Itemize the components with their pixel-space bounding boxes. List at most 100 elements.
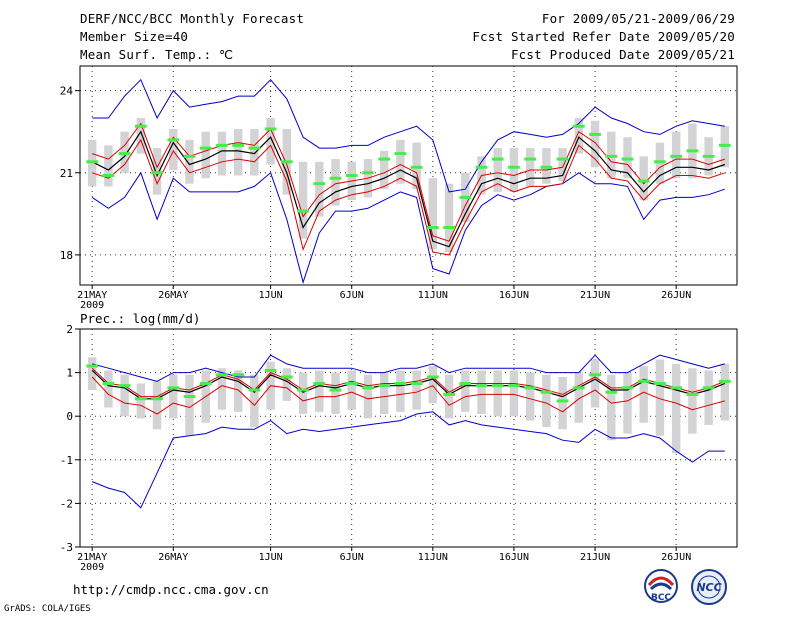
t-marker-25 <box>475 165 488 169</box>
t-xtick-label-1JUN: 1JUN <box>259 290 283 301</box>
t-marker-27 <box>508 165 520 169</box>
t-marker-3 <box>118 152 131 156</box>
p-marker-20 <box>394 382 407 385</box>
p-range-box-16 <box>331 372 340 415</box>
p-range-box-11 <box>250 374 259 428</box>
p-marker-25 <box>475 384 488 388</box>
p-range-box-14 <box>298 372 308 415</box>
p-marker-35 <box>637 379 650 383</box>
p-range-box-25 <box>477 370 486 415</box>
t-marker-8 <box>199 146 212 150</box>
p-range-box-36 <box>655 359 665 436</box>
t-max-line <box>92 78 725 193</box>
p-xtick-label-11JUN: 11JUN <box>418 552 448 563</box>
p-marker-32 <box>589 373 601 377</box>
p-range-box-21 <box>412 370 421 410</box>
p-marker-4 <box>134 397 147 401</box>
t-marker-15 <box>313 182 326 186</box>
t-marker-14 <box>297 209 309 213</box>
p-range-box-33 <box>607 374 616 441</box>
source-url[interactable]: http://cmdp.ncc.cma.gov.cn <box>73 582 269 597</box>
t-marker-6 <box>167 138 180 142</box>
p-marker-27 <box>508 384 520 388</box>
precip-label: Prec.: log(mm/d) <box>80 311 200 326</box>
p-xtick-label-21JUN: 21JUN <box>580 552 610 563</box>
p-range-box-31 <box>574 372 584 423</box>
t-range-box-7 <box>185 139 194 184</box>
p-range-box-29 <box>542 374 551 428</box>
p-mean-line <box>91 369 726 400</box>
svg-text:BCC: BCC <box>651 593 671 603</box>
p-marker-28 <box>524 386 537 390</box>
t-marker-30 <box>556 157 569 161</box>
p-range-box-20 <box>396 370 405 412</box>
t-marker-17 <box>345 174 358 177</box>
p-xtick-label-1JUN: 1JUN <box>259 552 283 563</box>
t-marker-5 <box>151 171 163 175</box>
t-lower-line <box>92 138 725 256</box>
t-range-box-15 <box>315 161 324 217</box>
produced-date: Fcst Produced Date 2009/05/21 <box>510 47 735 62</box>
t-marker-38 <box>686 149 699 153</box>
p-lower-line <box>91 376 725 415</box>
p-xtick-label-21MAY: 21MAY <box>77 552 107 563</box>
p-marker-8 <box>199 382 212 385</box>
p-range-box-26 <box>493 370 502 417</box>
t-marker-18 <box>362 171 374 175</box>
p-range-box-32 <box>590 359 600 408</box>
t-range-box-11 <box>250 128 259 176</box>
p-range-box-23 <box>444 374 454 419</box>
p-range-box-15 <box>315 370 324 412</box>
t-ytick-label-18: 18 <box>60 249 73 262</box>
p-marker-17 <box>345 382 358 385</box>
t-ytick-label-24: 24 <box>60 85 74 98</box>
p-marker-34 <box>621 386 634 390</box>
t-range-box-2 <box>104 145 113 187</box>
p-marker-10 <box>232 373 245 377</box>
t-marker-23 <box>443 226 455 230</box>
t-marker-10 <box>232 143 245 147</box>
t-upper-line <box>92 122 725 242</box>
t-marker-36 <box>654 160 666 164</box>
p-upper-line <box>91 367 725 398</box>
p-range-box-7 <box>185 374 194 436</box>
t-range-box-16 <box>331 159 340 206</box>
p-marker-18 <box>362 386 374 390</box>
p-ytick-label--1: -1 <box>60 454 73 467</box>
t-range-box-31 <box>574 118 584 154</box>
member-size: Member Size=40 <box>80 29 189 44</box>
p-xtick-label-16JUN: 16JUN <box>499 552 529 563</box>
p-range-box-19 <box>379 372 389 415</box>
t-marker-31 <box>572 124 585 128</box>
t-marker-24 <box>459 195 472 199</box>
p-marker-16 <box>329 388 342 392</box>
p-range-box-6 <box>169 374 178 419</box>
p-range-box-5 <box>152 381 162 430</box>
t-xtick-label-21MAY: 21MAY <box>77 290 107 301</box>
p-range-box-39 <box>704 370 713 425</box>
t-range-box-27 <box>509 148 519 192</box>
t-marker-35 <box>637 179 650 183</box>
p-marker-2 <box>102 382 115 385</box>
t-xtick-label-11JUN: 11JUN <box>418 290 448 301</box>
p-marker-22 <box>426 375 439 379</box>
t-frame <box>79 65 738 286</box>
p-range-box-34 <box>623 372 632 434</box>
p-xtick-year: 2009 <box>80 562 104 573</box>
t-xtick-label-26JUN: 26JUN <box>661 290 691 301</box>
p-xtick-label-26MAY: 26MAY <box>158 552 188 563</box>
p-marker-29 <box>540 390 553 394</box>
p-marker-12 <box>264 368 277 372</box>
t-xtick-label-6JUN: 6JUN <box>340 290 364 301</box>
svg-text:NCC: NCC <box>696 581 721 594</box>
t-range-box-9 <box>217 131 227 176</box>
p-marker-6 <box>167 386 180 390</box>
p-range-box-18 <box>363 374 373 419</box>
t-range-box-10 <box>233 128 243 176</box>
t-marker-19 <box>378 157 391 161</box>
p-range-box-4 <box>136 383 146 419</box>
t-range-box-19 <box>379 150 389 190</box>
t-range-box-30 <box>558 148 567 181</box>
p-ytick-label-1: 1 <box>66 367 73 380</box>
p-range-box-2 <box>104 370 113 408</box>
